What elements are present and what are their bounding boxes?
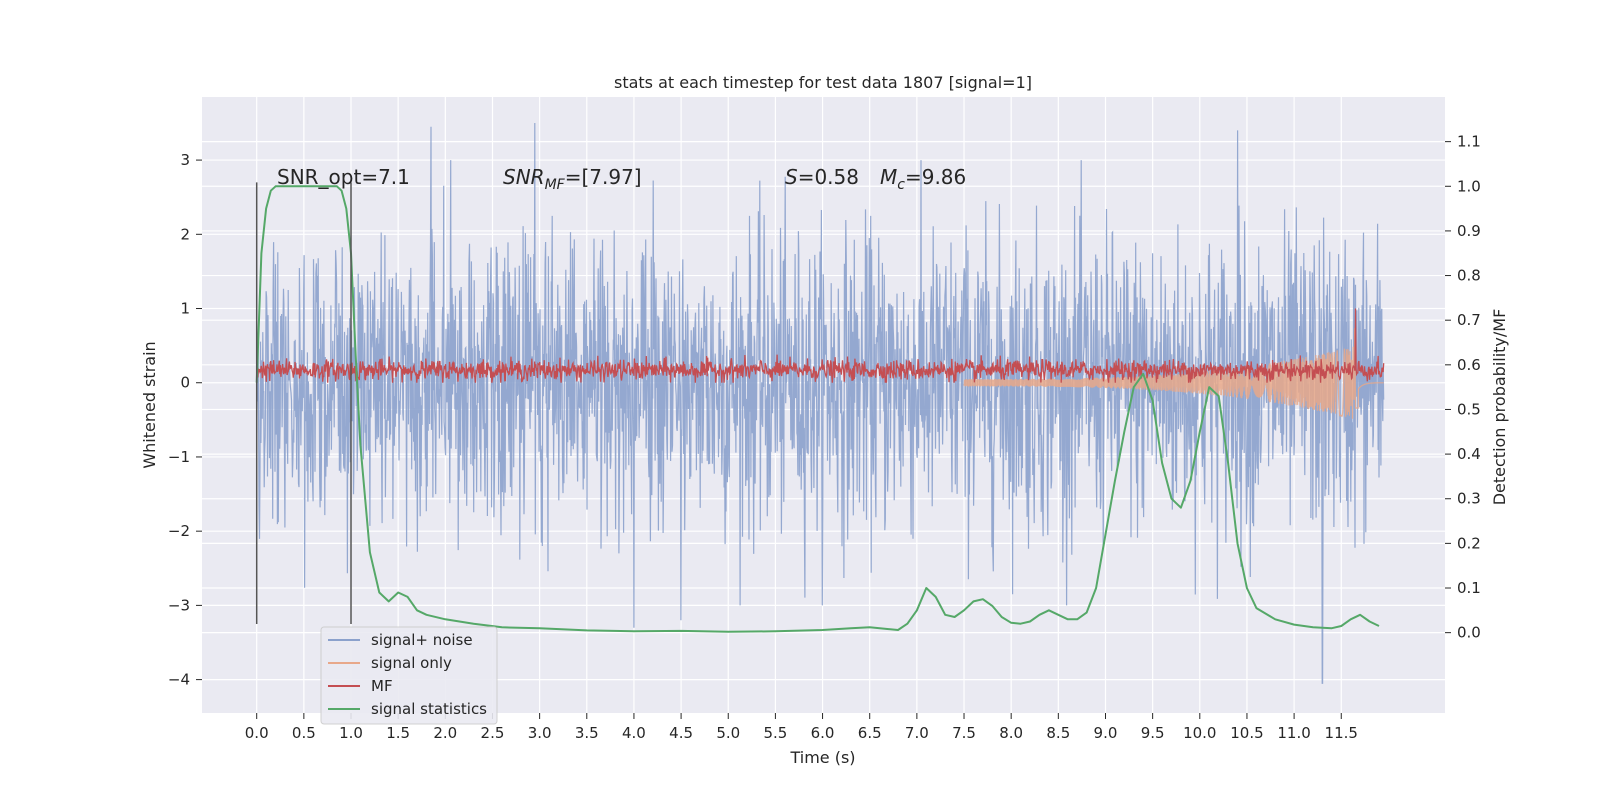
annotation-s-symbol: S [785,165,798,189]
legend: signal+ noise signal only MF signal stat… [320,626,498,725]
y-tick-label: 2 [180,225,190,243]
y-right-tick-label: 0.9 [1457,222,1481,240]
y-axis-label: Whitened strain [140,341,159,468]
x-tick-label: 5.5 [763,724,787,742]
annotation-s-value: =0.58 [798,165,859,189]
x-tick-label: 4.0 [622,724,646,742]
annotation-snr-mf-symbol: SNR [503,165,545,189]
x-tick-label: 11.5 [1325,724,1358,742]
x-tick-label: 6.5 [858,724,882,742]
x-axis-label: Time (s) [789,748,855,767]
x-tick-label: 0.5 [292,724,316,742]
x-tick-label: 8.0 [999,724,1023,742]
annotation-mc-symbol: M [880,165,897,189]
x-tick-label: 10.5 [1230,724,1263,742]
y-right-tick-label: 0.7 [1457,311,1481,329]
y-right-tick-label: 0.4 [1457,445,1481,463]
y-right-tick-label: 1.0 [1457,177,1481,195]
legend-label-signal-only: signal only [371,654,452,672]
x-tick-label: 0.0 [245,724,269,742]
annotation-snr-mf: SNRMF=[7.97] [503,165,642,193]
x-tick-label: 4.5 [669,724,693,742]
x-tick-label: 5.0 [716,724,740,742]
legend-label-signal-statistics: signal statistics [371,700,487,718]
y-tick-label: 3 [180,151,190,169]
legend-label-mf: MF [371,677,393,695]
series-signal-statistics [255,185,1380,633]
annotation-snr-mf-value: =[7.97] [565,165,642,189]
annotation-snr-opt: SNR_opt=7.1 [277,165,410,189]
y-tick-label: −2 [168,522,190,540]
annotation-s: S=0.58 [785,165,859,189]
annotation-snr-mf-subscript: MF [545,177,566,193]
y-tick-label: 0 [180,374,190,392]
x-tick-label: 1.5 [386,724,410,742]
y-right-tick-label: 0.8 [1457,267,1481,285]
x-tick-label: 2.0 [433,724,457,742]
y-right-axis-label: Detection probability/MF [1490,309,1509,506]
y-right-tick-label: 0.6 [1457,356,1481,374]
x-tick-label: 3.0 [528,724,552,742]
annotation-mc: Mc=9.86 [880,165,966,193]
y-tick-label: −3 [168,596,190,614]
x-tick-label: 9.5 [1141,724,1165,742]
y-tick-label: −1 [168,448,190,466]
x-tick-label: 7.0 [905,724,929,742]
vertical-markers [255,182,352,624]
x-tick-label: 11.0 [1277,724,1310,742]
x-tick-label: 3.5 [575,724,599,742]
y-right-tick-label: 0.5 [1457,400,1481,418]
series-layer [255,122,1385,684]
x-tick-label: 6.0 [811,724,835,742]
y-tick-label: −4 [168,671,190,689]
legend-label-signal-noise: signal+ noise [371,631,473,649]
annotation-mc-subscript: c [897,177,905,193]
x-tick-label: 8.5 [1046,724,1070,742]
legend-box [320,626,498,725]
x-axis-ticks: 0.0 0.5 1.0 1.5 2.0 2.5 3.0 3.5 4.0 4.5 5.0 5.5 6.0 6… [245,713,1358,742]
x-tick-label: 7.5 [952,724,976,742]
y-right-tick-label: 0.2 [1457,534,1481,552]
annotation-mc-value: =9.86 [905,165,966,189]
x-tick-label: 9.0 [1094,724,1118,742]
y-tick-label: 1 [180,300,190,318]
y-right-tick-label: 0.3 [1457,490,1481,508]
y-axis-ticks: 3 2 1 0 −1 −2 −3 −4 [168,151,202,689]
x-tick-label: 2.5 [481,724,505,742]
y-right-axis-ticks: 1.1 1.0 0.9 0.8 0.7 0.6 0.5 0.4 0.3 0.2 0.1 0.0 [1445,133,1481,642]
y-right-tick-label: 0.0 [1457,624,1481,642]
y-right-tick-label: 0.1 [1457,579,1481,597]
x-tick-label: 10.0 [1183,724,1216,742]
y-right-tick-label: 1.1 [1457,133,1481,151]
x-tick-label: 1.0 [339,724,363,742]
chart-title: stats at each timestep for test data 180… [614,73,1032,92]
series-mf [256,308,1385,383]
